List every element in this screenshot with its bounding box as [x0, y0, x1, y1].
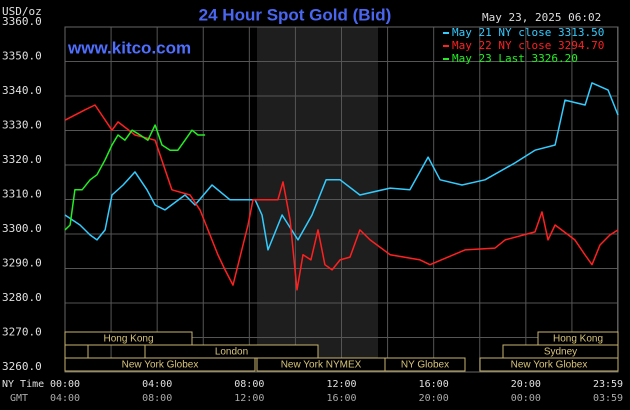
session-label: New York NYMEX: [281, 360, 362, 371]
session-box: [64, 357, 256, 372]
x-tick-label: 16:00: [419, 379, 449, 390]
x-axis-name: NY Time: [2, 379, 44, 390]
x2-tick-label: 16:00: [326, 393, 356, 404]
plot-border: [64, 26, 619, 373]
session-label: Hong Kong: [103, 334, 153, 345]
x-tick-label: 00:00: [50, 379, 80, 390]
x2-tick-label: 20:00: [419, 393, 449, 404]
x2-tick-label: 08:00: [142, 393, 172, 404]
y-tick-label: 3320.0: [2, 153, 42, 166]
y-tick-label: 3260.0: [2, 360, 42, 373]
price-line: [64, 124, 206, 231]
session-label: New York Globex: [122, 360, 199, 371]
chart-title: 24 Hour Spot Gold (Bid): [199, 5, 392, 24]
session-box: [479, 357, 619, 372]
x2-axis-name: GMT: [10, 393, 28, 404]
x-tick-label: 12:00: [326, 379, 356, 390]
timestamp: May 23, 2025 06:02: [482, 11, 601, 24]
legend-entry: May 23 Last 3326.20: [452, 52, 578, 65]
legend-entry: May 22 NY close 3294.70: [452, 39, 604, 52]
session-label: New York Globex: [511, 360, 588, 371]
price-line: [64, 104, 619, 291]
session-label: Hong Kong: [553, 334, 603, 345]
session-label: NY Globex: [401, 360, 449, 371]
x-tick-label: 23:59: [593, 379, 623, 390]
session-label: Sydney: [544, 347, 577, 358]
y-tick-label: 3310.0: [2, 188, 42, 201]
session-label: London: [215, 347, 248, 358]
y-tick-label: 3290.0: [2, 257, 42, 270]
x2-tick-label: 03:59: [593, 393, 623, 404]
y-tick-label: 3300.0: [2, 222, 42, 235]
price-line: [64, 82, 619, 251]
x2-tick-label: 00:00: [511, 393, 541, 404]
session-box: [384, 357, 466, 372]
x2-tick-label: 04:00: [50, 393, 80, 404]
x2-tick-label: 12:00: [234, 393, 264, 404]
x-tick-label: 04:00: [142, 379, 172, 390]
y-tick-label: 3280.0: [2, 291, 42, 304]
y-tick-label: 3330.0: [2, 119, 42, 132]
session-box: [64, 331, 193, 346]
x-tick-label: 20:00: [511, 379, 541, 390]
y-tick-label: 3270.0: [2, 326, 42, 339]
x-tick-label: 08:00: [234, 379, 264, 390]
y-axis-label: USD/oz: [2, 5, 42, 18]
session-box: [64, 344, 89, 359]
y-tick-label: 3350.0: [2, 50, 42, 63]
legend-entry: May 21 NY close 3313.50: [452, 26, 604, 39]
watermark: www.kitco.com: [67, 38, 191, 57]
y-tick-label: 3340.0: [2, 84, 42, 97]
y-tick-label: 3360.0: [2, 15, 42, 28]
